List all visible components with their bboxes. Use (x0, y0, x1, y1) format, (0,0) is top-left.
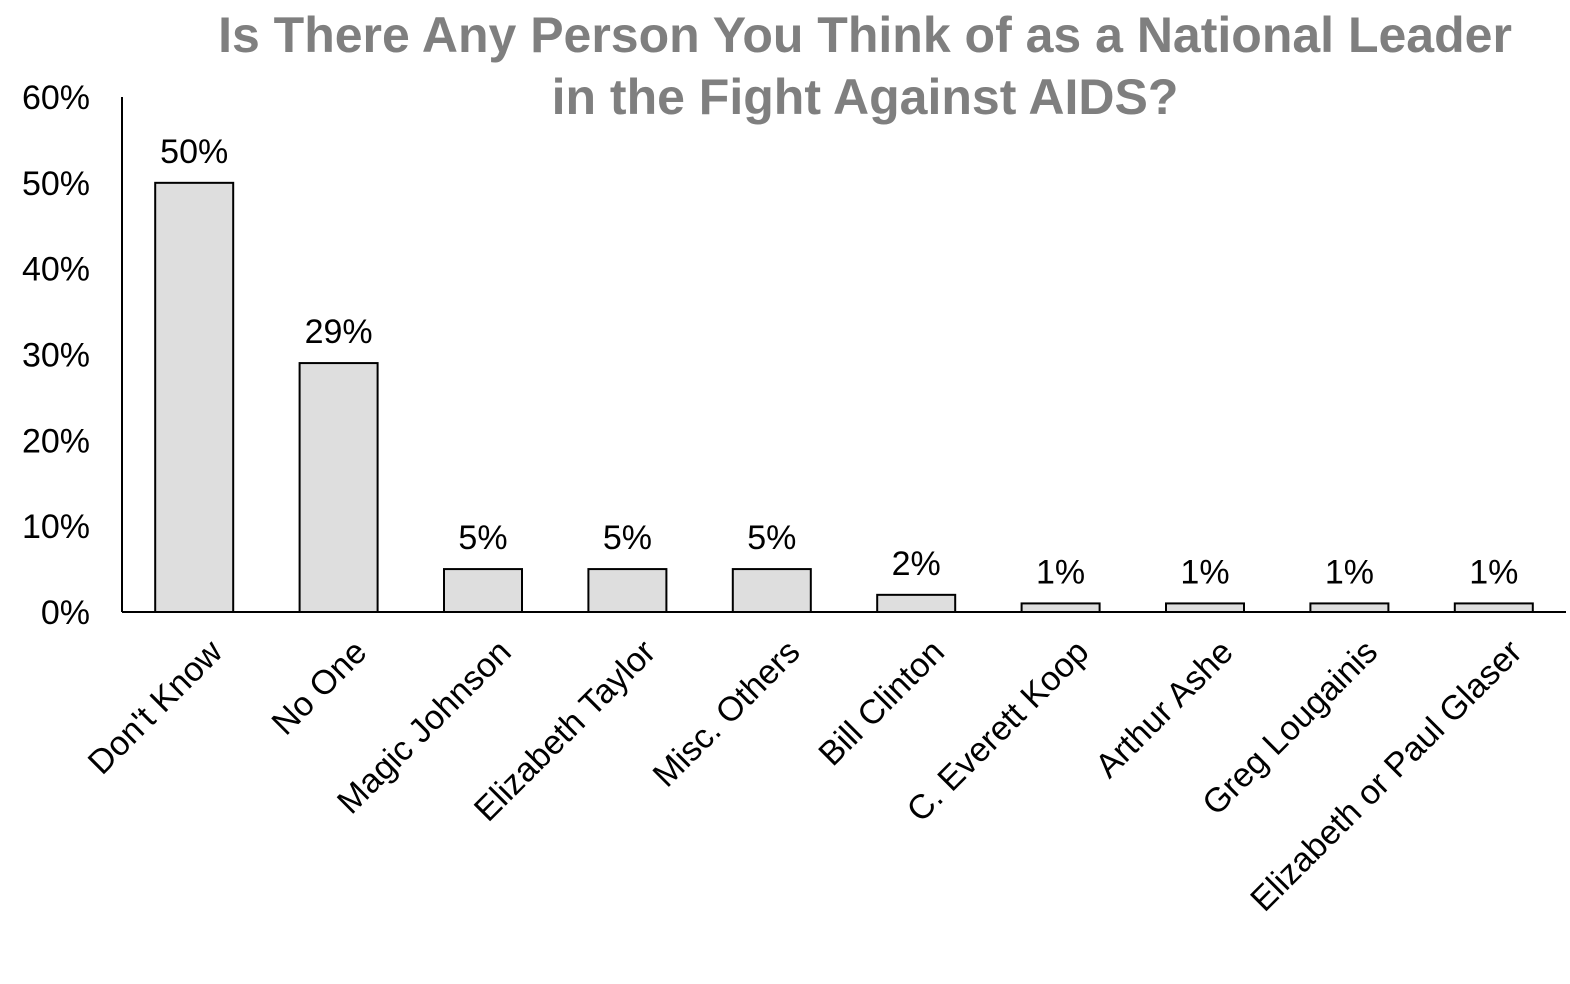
bar (1453, 602, 1534, 614)
x-tick-label: No One (265, 633, 375, 743)
bar (443, 568, 523, 613)
bar (1309, 602, 1390, 614)
axes (121, 97, 1566, 613)
x-tick-label: Bill Clinton (811, 633, 951, 773)
data-label: 5% (747, 519, 796, 557)
bar (1165, 602, 1245, 614)
x-tick-label: Misc. Others (646, 633, 808, 795)
data-label: 2% (892, 545, 941, 583)
bar (587, 568, 668, 613)
y-tick-label: 0% (41, 594, 90, 632)
y-tick-label: 60% (22, 79, 90, 117)
x-tick-label: Arthur Ashe (1088, 633, 1240, 785)
data-label: 1% (1036, 553, 1085, 591)
data-label: 5% (458, 519, 507, 557)
y-tick-label: 20% (22, 422, 90, 460)
bar (154, 181, 235, 613)
bar (731, 568, 812, 613)
data-label: 50% (160, 133, 228, 171)
bar (298, 362, 379, 614)
bar (876, 593, 957, 613)
chart-title-line-2: in the Fight Against AIDS? (551, 69, 1179, 125)
bar (1020, 602, 1101, 614)
chart-title-line-1: Is There Any Person You Think of as a Na… (218, 7, 1512, 63)
data-labels: 50% 29% 5% 5% 5% 2% 1% 1% 1% 1% (160, 133, 1518, 592)
y-tick-label: 40% (22, 251, 90, 289)
data-label: 29% (305, 313, 373, 351)
y-tick-label: 30% (22, 337, 90, 375)
data-label: 1% (1469, 553, 1518, 591)
data-label: 1% (1180, 553, 1229, 591)
y-tick-label: 10% (22, 508, 90, 546)
data-label: 1% (1325, 553, 1374, 591)
x-tick-label: Don't Know (81, 632, 230, 781)
chart-title: Is There Any Person You Think of as a Na… (160, 4, 1570, 128)
y-tick-label: 50% (22, 165, 90, 203)
x-tick-label: Elizabeth or Paul Glaser (1243, 633, 1529, 919)
bars (154, 181, 1534, 614)
data-label: 5% (603, 519, 652, 557)
y-axis-tick-labels: 0% 10% 20% 30% 40% 50% 60% (22, 79, 90, 632)
